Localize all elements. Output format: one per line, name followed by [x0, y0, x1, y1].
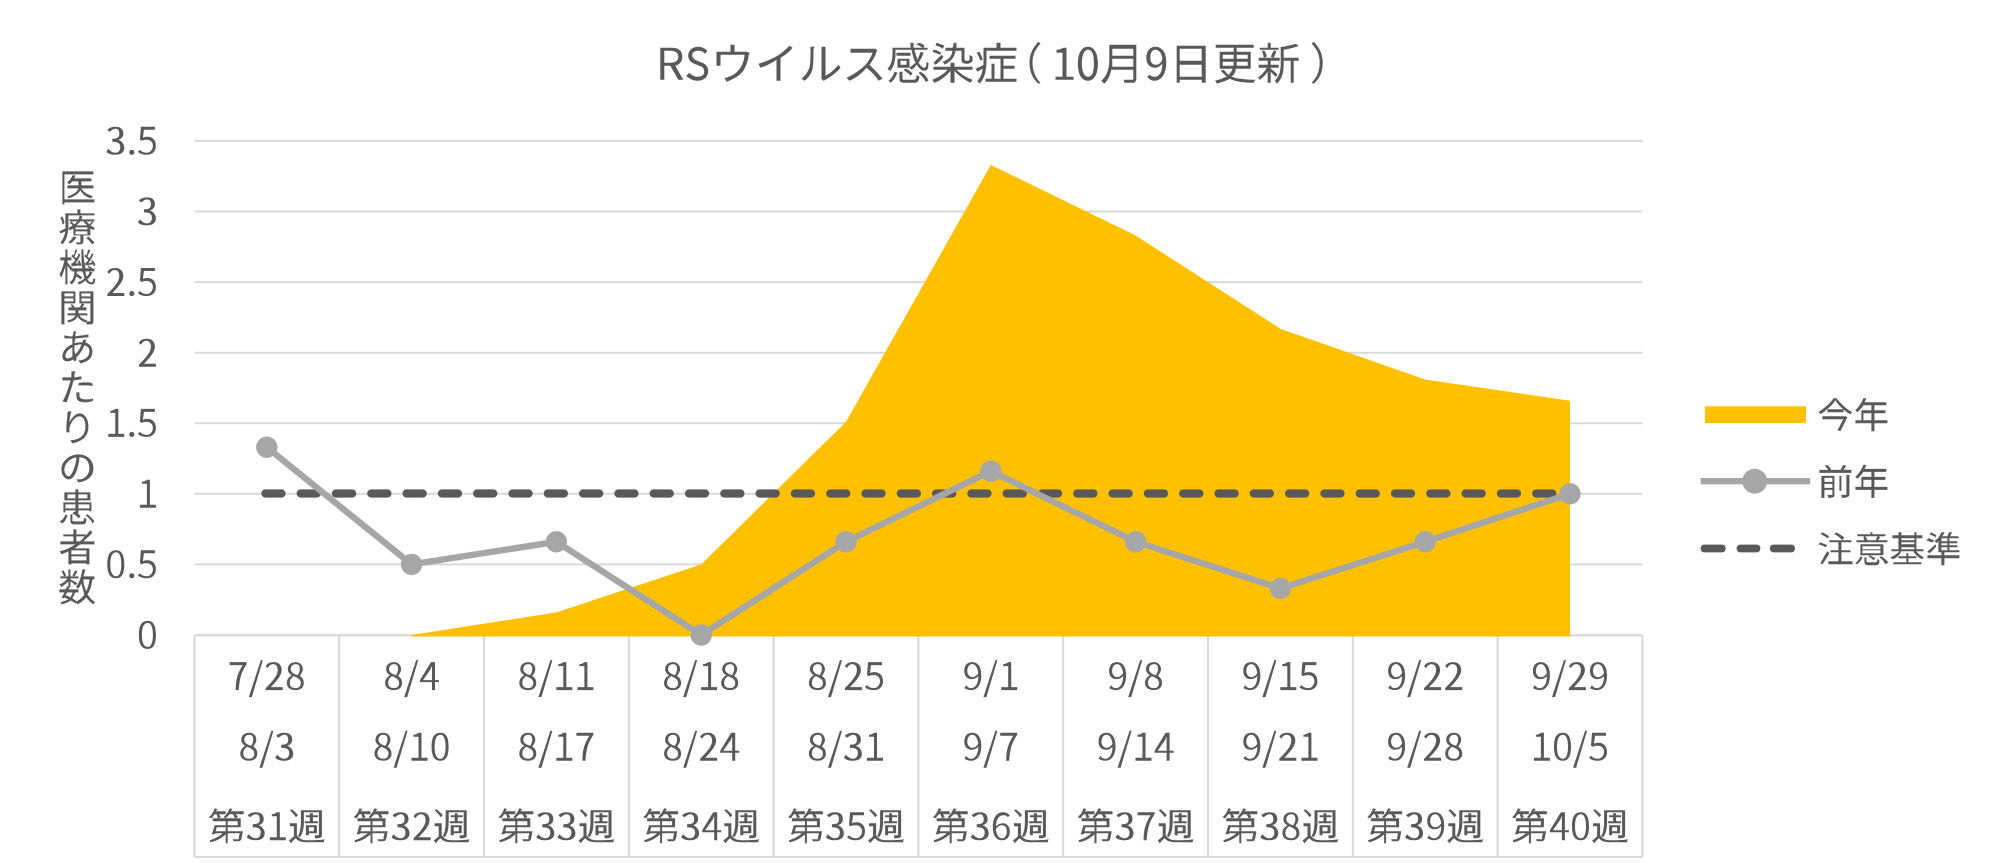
threshold-dash	[261, 489, 286, 498]
threshold-dash	[755, 489, 780, 498]
threshold-dash	[437, 489, 463, 498]
threshold-dash	[826, 489, 851, 498]
threshold-dash	[1355, 489, 1380, 498]
threshold-dash	[296, 489, 321, 498]
threshold-dash	[790, 489, 816, 498]
data-point-marker	[545, 531, 568, 553]
glyph	[129, 431, 135, 437]
threshold-dash	[1285, 489, 1310, 498]
legend-swatch-dash	[1769, 544, 1795, 553]
threshold-dash	[861, 489, 886, 498]
threshold-dash	[1320, 489, 1345, 498]
threshold-dash	[402, 489, 427, 498]
data-point-marker	[980, 460, 1002, 482]
threshold-dash	[1108, 489, 1133, 498]
threshold-dash	[1496, 489, 1522, 498]
threshold-dash	[1249, 489, 1274, 498]
threshold-dash	[614, 489, 639, 498]
area-this-year	[411, 164, 1571, 637]
legend-swatch-area	[1704, 406, 1806, 423]
legend-swatch-dash	[1736, 544, 1761, 553]
threshold-dash	[473, 489, 498, 498]
threshold-dash	[1426, 489, 1451, 498]
series-line-previous-year: 前年	[256, 436, 1581, 646]
legend-swatches	[1700, 406, 1811, 553]
threshold-dash	[579, 489, 604, 498]
line-previous-year	[263, 444, 1574, 639]
threshold-dash	[1390, 489, 1416, 498]
legend-swatch-dash	[1700, 544, 1726, 553]
threshold-dash	[684, 489, 710, 498]
threshold-dash	[967, 489, 992, 498]
threshold-dash	[367, 489, 392, 498]
glyph	[129, 291, 135, 296]
glyph	[129, 149, 135, 155]
data-point-marker	[400, 553, 423, 576]
data-point-marker	[835, 531, 857, 553]
legend-swatch-marker	[1742, 468, 1768, 494]
threshold-dash	[720, 489, 745, 498]
data-point-marker	[256, 436, 278, 458]
data-point-marker	[1559, 483, 1581, 505]
threshold-dash	[1214, 489, 1239, 498]
threshold-dash	[1143, 489, 1169, 498]
threshold-dash	[649, 489, 674, 498]
data-point-marker	[690, 624, 712, 646]
threshold-dash	[543, 489, 568, 498]
threshold-dash	[508, 489, 533, 498]
threshold-dash	[1461, 489, 1486, 498]
data-point-marker	[1414, 531, 1436, 553]
threshold-dash	[1073, 489, 1098, 498]
threshold-dash	[1532, 489, 1557, 498]
x-axis-category-table	[193, 635, 1644, 858]
threshold-dash	[1179, 489, 1204, 498]
threshold-dash	[331, 489, 357, 498]
threshold-dash	[896, 489, 921, 498]
threshold-dash	[1002, 489, 1027, 498]
data-point-marker	[1124, 531, 1147, 553]
series-threshold-dashed-line: 注意基準	[261, 489, 1580, 498]
glyph	[129, 573, 135, 579]
data-point-marker	[1269, 577, 1292, 600]
series-area-this-year: 今年	[411, 164, 1571, 637]
